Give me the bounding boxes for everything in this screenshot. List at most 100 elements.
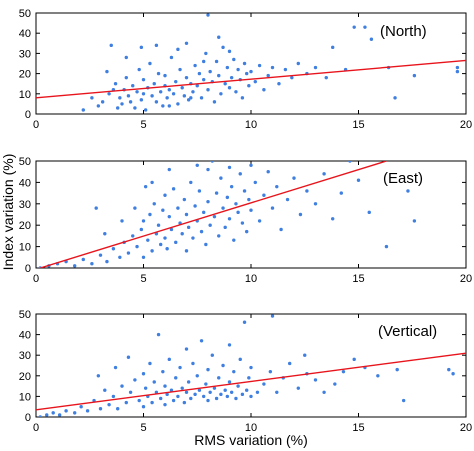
y-tick-label: 50: [19, 8, 31, 20]
scatter-point: [253, 180, 257, 185]
scatter-point: [331, 217, 335, 221]
scatter-point: [131, 84, 135, 88]
scatter-point: [210, 161, 214, 163]
scatter-point: [180, 386, 184, 390]
scatter-point: [369, 37, 374, 41]
scatter-point: [217, 73, 221, 78]
scatter-point: [236, 210, 240, 215]
scatter-point: [118, 96, 122, 100]
scatter-point: [96, 374, 101, 378]
scatter-point: [227, 49, 232, 54]
scatter-point: [180, 86, 184, 90]
y-tick-label: 30: [19, 48, 31, 60]
y-tick-label: 20: [19, 69, 31, 81]
scatter-point: [116, 106, 120, 110]
scatter-point: [107, 92, 111, 96]
scatter-point: [225, 65, 230, 70]
fit-line: [40, 161, 387, 268]
panel-east: 0 5 10 15 20 0 10 20 30 40 50 (East): [19, 156, 472, 285]
scatter-point: [167, 357, 171, 362]
scatter-point: [229, 75, 234, 80]
scatter-point: [193, 204, 197, 208]
scatter-point: [225, 195, 230, 200]
scatter-point: [197, 189, 202, 193]
scatter-point: [234, 396, 238, 401]
scatter-point: [195, 163, 199, 167]
scatter-point: [412, 219, 417, 223]
scatter-point: [352, 357, 356, 362]
scatter-point: [227, 165, 232, 170]
y-tick-label: 10: [19, 242, 31, 254]
scatter-point: [236, 67, 240, 72]
scatter-point: [367, 210, 371, 215]
scatter-point: [292, 176, 296, 180]
scatter-point: [94, 206, 98, 210]
scatter-point: [189, 180, 193, 185]
scatter-point: [223, 388, 227, 392]
scatter-point: [210, 353, 214, 357]
scatter-point: [202, 59, 206, 64]
scatter-point: [171, 398, 176, 403]
scatter-point: [152, 202, 156, 206]
scatter-point: [322, 172, 326, 176]
scatter-point: [217, 234, 221, 238]
scatter-point: [165, 247, 169, 251]
scatter-point: [137, 398, 141, 403]
scatter-point: [206, 167, 210, 172]
scatter-point: [195, 84, 199, 88]
scatter-point: [234, 90, 238, 94]
scatter-point: [401, 398, 406, 403]
scatter-point: [81, 108, 86, 112]
scatter-point: [199, 229, 204, 234]
scatter-point: [85, 409, 90, 413]
y-tick-label: 40: [19, 28, 31, 40]
scatter-point: [242, 189, 247, 193]
scatter-point: [208, 390, 212, 394]
y-tick-label: 40: [19, 330, 31, 342]
y-tick-label: 0: [25, 412, 31, 424]
scatter-point: [247, 84, 251, 88]
scatter-point: [193, 63, 197, 68]
scatter-point: [262, 193, 266, 197]
y-tick-label: 50: [19, 156, 31, 168]
scatter-point: [447, 367, 451, 372]
scatter-point: [234, 202, 238, 206]
scatter-point: [227, 343, 232, 347]
scatter-point: [38, 415, 42, 417]
x-tick-label: 0: [33, 119, 39, 131]
scatter-point: [217, 35, 221, 39]
scatter-point: [182, 197, 187, 202]
scatter-point: [236, 384, 240, 388]
scatter-point: [197, 388, 202, 392]
scatter-point: [221, 363, 225, 368]
scatter-point: [255, 390, 260, 394]
scatter-point: [191, 361, 195, 366]
scatter-point: [191, 236, 195, 240]
scatter-point: [171, 187, 176, 191]
scatter-point: [163, 384, 167, 388]
scatter-point: [184, 390, 189, 394]
scatter-point: [143, 184, 148, 189]
scatter-point: [143, 108, 148, 112]
scatter-point: [141, 255, 146, 259]
scatter-point: [455, 65, 460, 70]
scatter-point: [163, 193, 167, 197]
scatter-point: [279, 227, 283, 232]
scatter-point: [245, 71, 249, 76]
scatter-point: [167, 214, 171, 219]
scatter-point: [176, 47, 180, 52]
scatter-point: [214, 191, 219, 195]
scatter-point: [141, 219, 146, 223]
scatter-point: [247, 197, 251, 202]
scatter-point: [270, 65, 275, 70]
scatter-point: [103, 232, 107, 236]
scatter-point: [412, 73, 417, 78]
scatter-point: [98, 253, 103, 257]
scatter-point: [189, 396, 193, 401]
scatter-point: [393, 96, 397, 100]
scatter-point: [186, 380, 191, 384]
scatter-point: [245, 388, 249, 392]
scatter-point: [204, 242, 208, 247]
scatter-point: [150, 249, 154, 253]
scatter-point: [202, 210, 206, 215]
